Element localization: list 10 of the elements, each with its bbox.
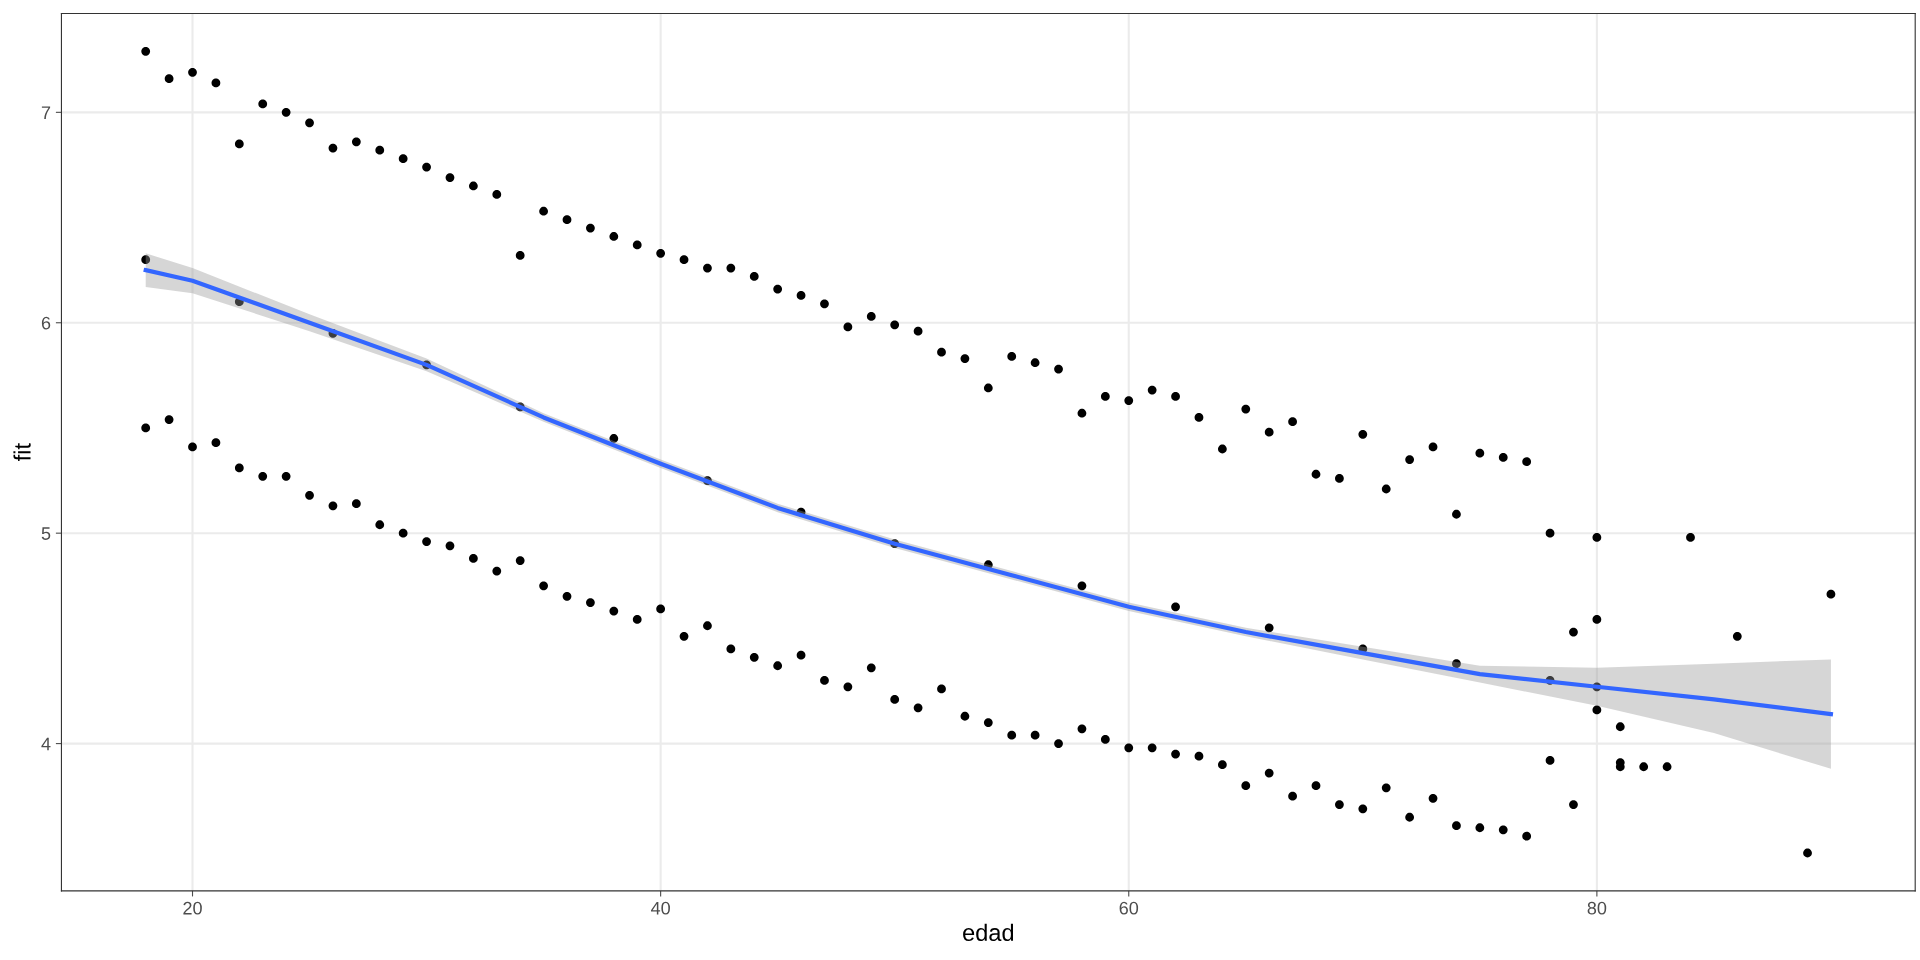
x-tick-label: 20 bbox=[183, 901, 202, 915]
x-tick-label: 40 bbox=[651, 901, 670, 915]
y-tick-label: 7 bbox=[41, 106, 51, 119]
y-axis-title: fit bbox=[13, 443, 31, 462]
x-axis-title: edad bbox=[963, 923, 1014, 942]
y-tick-label: 4 bbox=[41, 737, 51, 751]
x-tick-label: 60 bbox=[1119, 901, 1139, 915]
y-tick-label: 5 bbox=[41, 527, 51, 540]
x-tick-label: 80 bbox=[1587, 901, 1607, 915]
y-tick-label: 6 bbox=[41, 316, 51, 330]
